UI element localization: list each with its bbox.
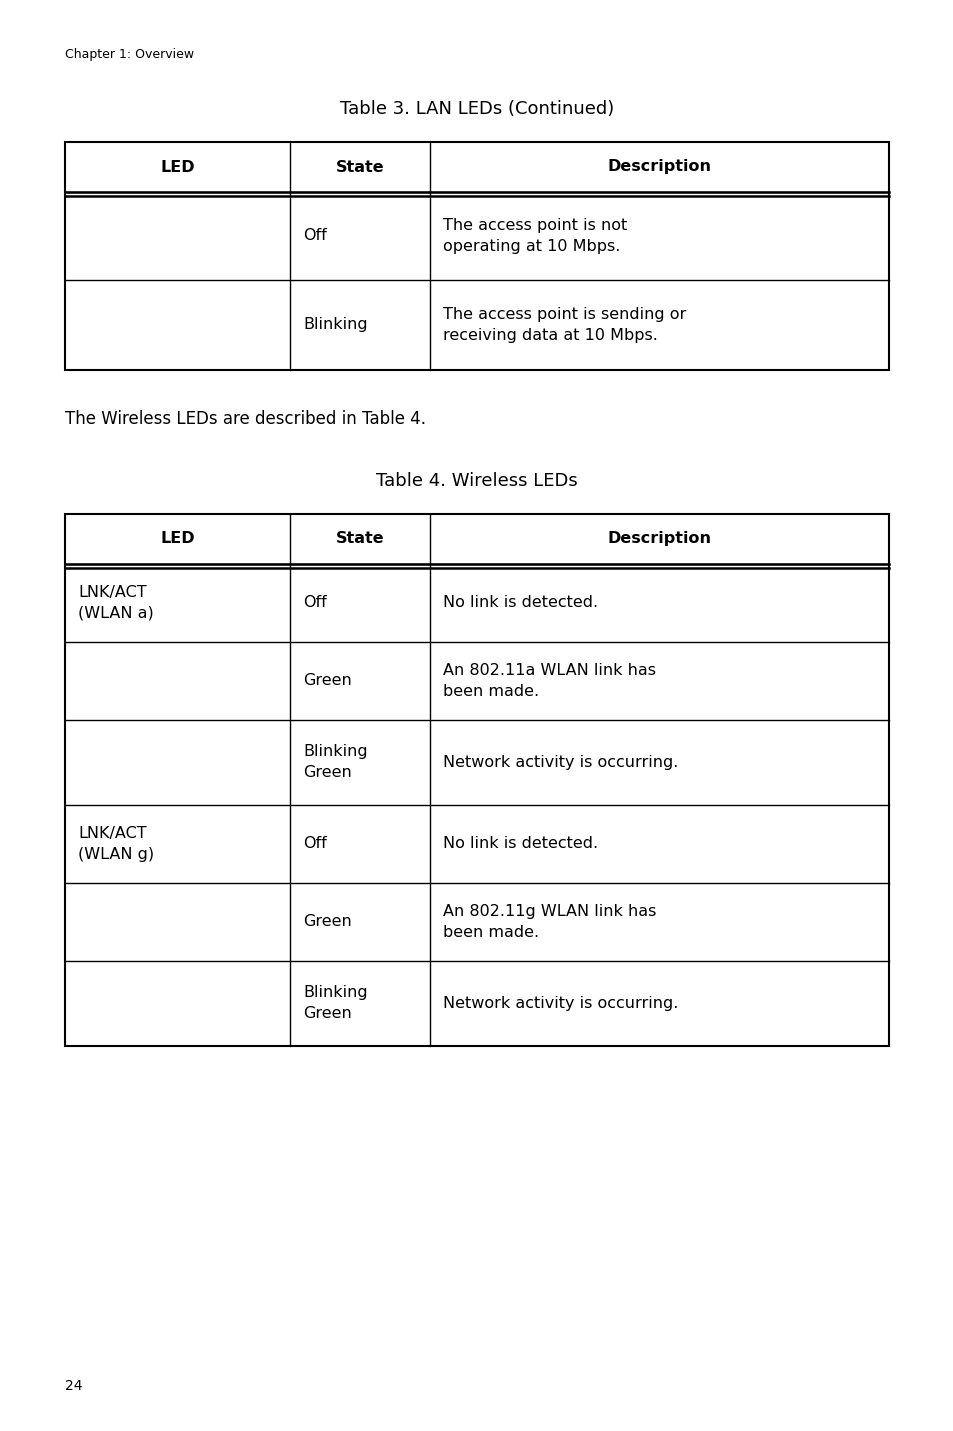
Text: The Wireless LEDs are described in Table 4.: The Wireless LEDs are described in Table…	[65, 411, 426, 428]
Text: Network activity is occurring.: Network activity is occurring.	[442, 996, 678, 1010]
Text: Table 3. LAN LEDs (Continued): Table 3. LAN LEDs (Continued)	[339, 100, 614, 117]
Text: LED: LED	[160, 159, 194, 175]
Text: Table 4. Wireless LEDs: Table 4. Wireless LEDs	[375, 472, 578, 489]
Bar	[65, 514, 888, 1046]
Text: State: State	[335, 531, 384, 547]
Text: No link is detected.: No link is detected.	[442, 595, 598, 611]
Text: Chapter 1: Overview: Chapter 1: Overview	[65, 49, 193, 62]
Text: Off: Off	[303, 595, 327, 611]
Text: Blinking
Green: Blinking Green	[303, 744, 367, 780]
Text: Off: Off	[303, 837, 327, 851]
Text: Description: Description	[607, 159, 711, 175]
Text: 24: 24	[65, 1379, 82, 1392]
Text: LNK/ACT
(WLAN g): LNK/ACT (WLAN g)	[78, 826, 154, 861]
Text: Description: Description	[607, 531, 711, 547]
Text: LED: LED	[160, 531, 194, 547]
Text: The access point is not
operating at 10 Mbps.: The access point is not operating at 10 …	[442, 218, 626, 253]
Text: Off: Off	[303, 229, 327, 243]
Text: No link is detected.: No link is detected.	[442, 837, 598, 851]
Text: An 802.11g WLAN link has
been made.: An 802.11g WLAN link has been made.	[442, 904, 656, 940]
Text: Green: Green	[303, 914, 352, 930]
Text: Blinking: Blinking	[303, 318, 367, 332]
Text: Network activity is occurring.: Network activity is occurring.	[442, 756, 678, 770]
Bar	[65, 142, 888, 371]
Text: LNK/ACT
(WLAN a): LNK/ACT (WLAN a)	[78, 585, 153, 621]
Text: An 802.11a WLAN link has
been made.: An 802.11a WLAN link has been made.	[442, 663, 656, 698]
Text: Blinking
Green: Blinking Green	[303, 986, 367, 1022]
Text: The access point is sending or
receiving data at 10 Mbps.: The access point is sending or receiving…	[442, 308, 685, 343]
Text: Green: Green	[303, 674, 352, 688]
Text: State: State	[335, 159, 384, 175]
